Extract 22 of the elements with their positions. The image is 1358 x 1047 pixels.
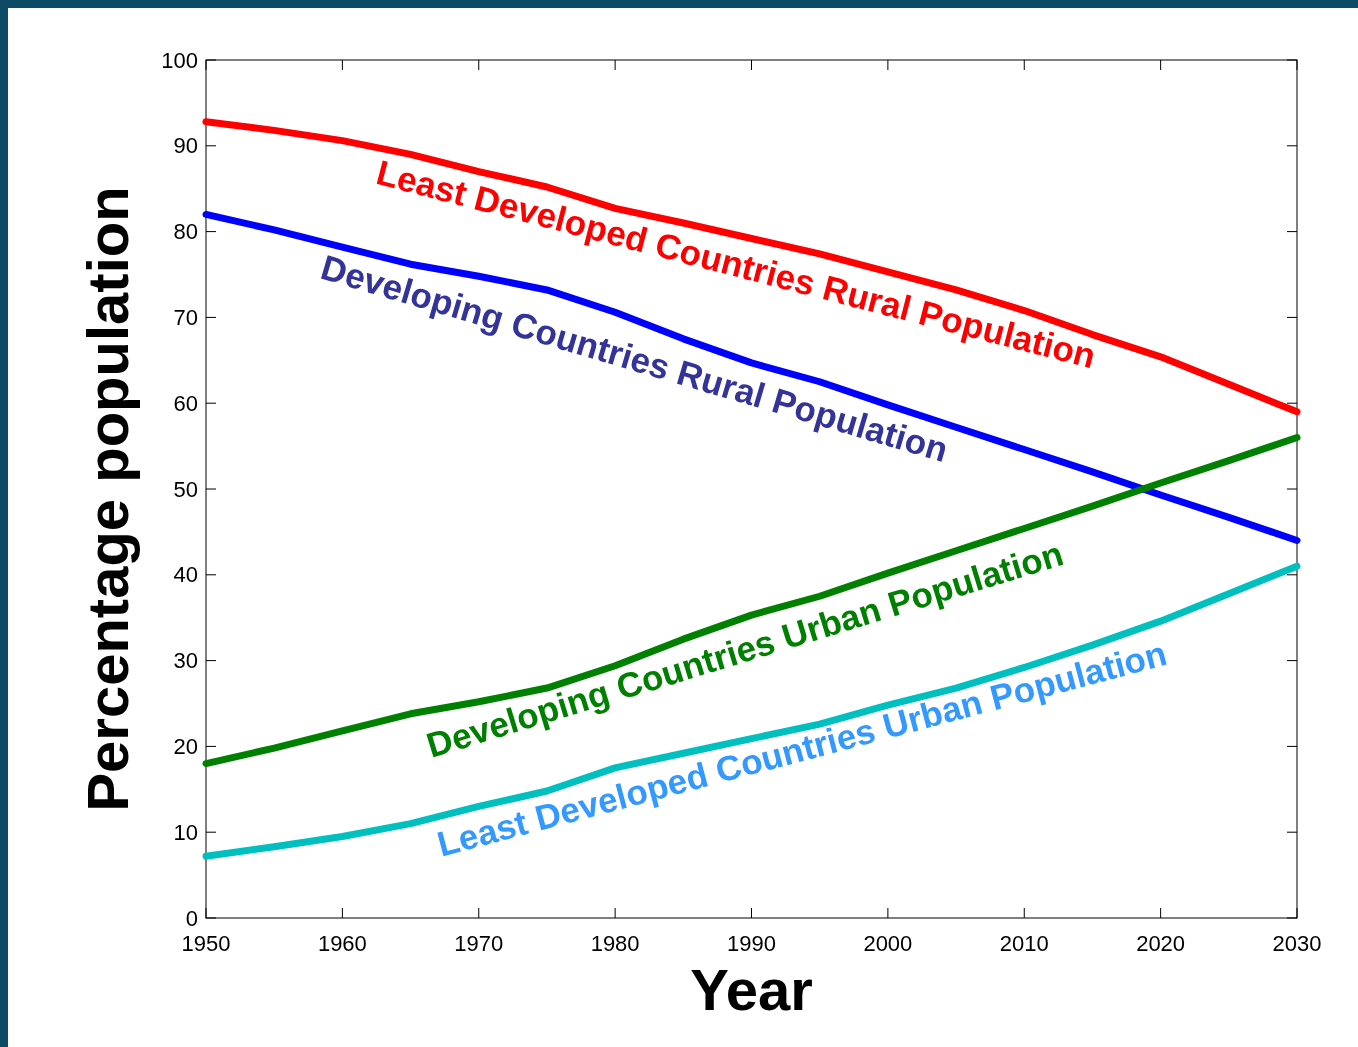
x-tick-label: 2020 xyxy=(1136,931,1186,956)
y-axis-title: Percentage population xyxy=(75,186,140,812)
y-tick-label: 10 xyxy=(173,819,198,845)
y-tick-label: 20 xyxy=(173,733,198,759)
x-axis-title: Year xyxy=(690,957,813,1022)
x-tick-label: 1990 xyxy=(727,931,776,956)
x-tick-label: 2030 xyxy=(1272,931,1322,956)
x-tick-label: 1960 xyxy=(317,931,367,956)
y-tick-label: 30 xyxy=(173,648,198,674)
x-tick-label: 1970 xyxy=(454,931,504,956)
y-tick-label: 70 xyxy=(173,304,198,330)
y-tick-label: 90 xyxy=(173,133,198,159)
x-tick-label: 2000 xyxy=(863,931,913,956)
y-tick-label: 60 xyxy=(173,390,198,416)
x-tick-label: 2010 xyxy=(999,931,1049,956)
y-tick-label: 50 xyxy=(173,476,198,502)
y-tick-label: 0 xyxy=(185,905,198,931)
x-tick-label: 1950 xyxy=(181,931,231,956)
y-tick-label: 80 xyxy=(173,219,198,245)
y-tick-label: 100 xyxy=(161,47,198,73)
x-tick-label: 1980 xyxy=(590,931,640,956)
y-tick-label: 40 xyxy=(173,562,198,588)
